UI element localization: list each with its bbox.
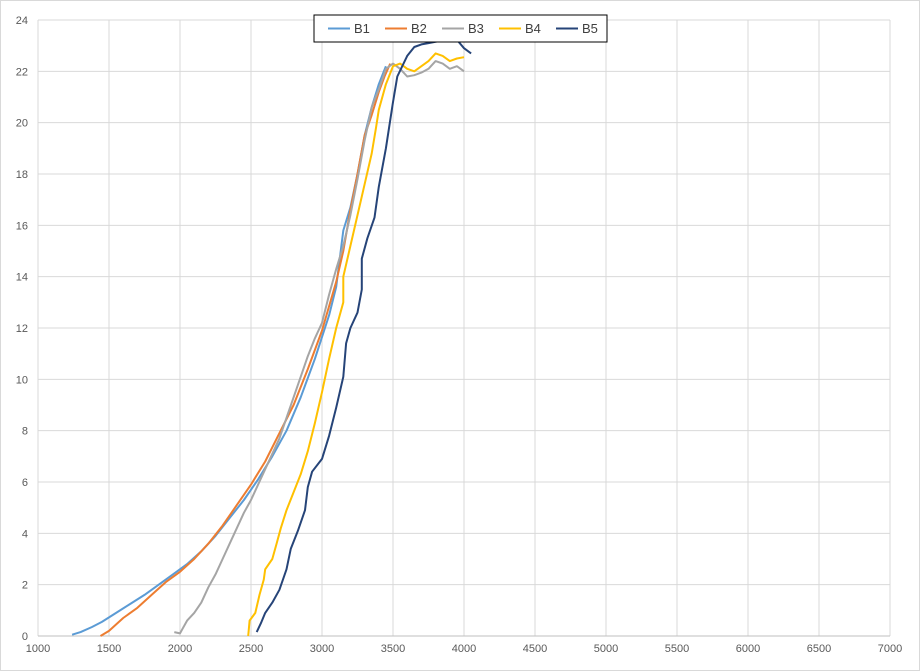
y-tick-label: 22 — [16, 66, 28, 78]
legend-label[interactable]: B5 — [582, 21, 598, 36]
x-tick-label: 6500 — [807, 643, 831, 655]
legend-label[interactable]: B4 — [525, 21, 541, 36]
y-tick-label: 8 — [22, 426, 28, 438]
x-tick-label: 3500 — [381, 643, 405, 655]
y-tick-label: 2 — [22, 580, 28, 592]
x-tick-label: 2500 — [239, 643, 263, 655]
x-tick-label: 4500 — [523, 643, 547, 655]
y-tick-label: 14 — [16, 272, 28, 284]
legend-label[interactable]: B2 — [411, 21, 427, 36]
x-tick-label: 5000 — [594, 643, 618, 655]
y-tick-label: 20 — [16, 118, 28, 130]
x-tick-label: 4000 — [452, 643, 476, 655]
x-tick-label: 5500 — [665, 643, 689, 655]
y-tick-label: 18 — [16, 169, 28, 181]
series-line-b5 — [255, 38, 472, 633]
x-tick-label: 1500 — [97, 643, 121, 655]
x-tick-label: 1000 — [26, 643, 50, 655]
gridlines — [37, 19, 891, 637]
legend[interactable]: B1 B2 B3 B4 B5 — [313, 14, 608, 43]
y-tick-label: 0 — [22, 631, 28, 643]
x-tick-label: 7000 — [878, 643, 902, 655]
legend-label[interactable]: B3 — [468, 21, 484, 36]
y-tick-label: 10 — [16, 374, 28, 386]
axes: 1000 1500 2000 2500 3000 3500 4000 4500 5000 5500… — [16, 15, 902, 655]
series-line-b1 — [71, 65, 387, 636]
series-line-b2 — [99, 63, 392, 637]
y-tick-label: 16 — [16, 220, 28, 232]
series-lines — [71, 38, 472, 637]
x-tick-label: 3000 — [310, 643, 334, 655]
y-tick-label: 6 — [22, 477, 28, 489]
x-tick-label: 2000 — [168, 643, 192, 655]
x-tick-label: 6000 — [736, 643, 760, 655]
legend-label[interactable]: B1 — [354, 21, 370, 36]
series-line-b4 — [247, 52, 465, 637]
y-tick-label: 4 — [22, 528, 28, 540]
y-tick-label: 24 — [16, 15, 28, 27]
y-tick-label: 12 — [16, 323, 28, 335]
series-line-b3 — [174, 60, 465, 635]
